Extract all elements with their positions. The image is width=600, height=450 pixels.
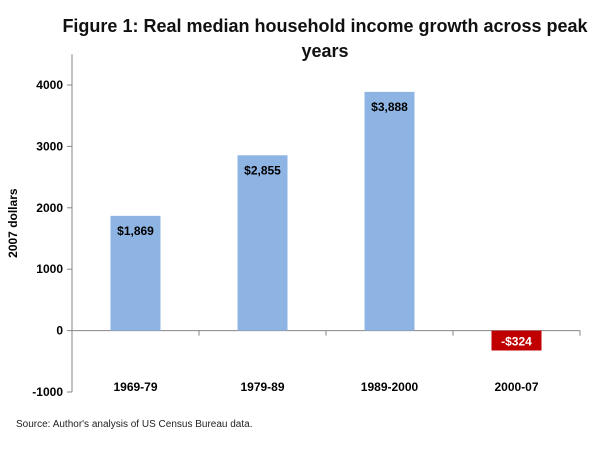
x-category-label: 2000-07 <box>494 380 538 394</box>
bar-2000-07 <box>491 330 542 351</box>
y-tick-label: 2000 <box>36 201 63 215</box>
chart-bars <box>110 91 542 351</box>
y-tick-label: 3000 <box>36 139 63 153</box>
y-tick-label: 4000 <box>36 78 63 92</box>
bar-1989-2000 <box>364 91 415 331</box>
chart-axes: -1000 0 1000 2000 3000 4000 2007 dollars <box>6 54 581 399</box>
source-note: Source: Author's analysis of US Census B… <box>16 419 253 430</box>
y-tick-label: 1000 <box>36 262 63 276</box>
chart-title: Figure 1: Real median household income g… <box>62 16 588 61</box>
data-label: $3,888 <box>371 100 408 114</box>
chart-labels: $1,869 1969-79 $2,855 1979-89 $3,888 1989-200… <box>113 100 538 394</box>
x-category-label: 1979-89 <box>240 380 284 394</box>
x-category-label: 1969-79 <box>113 380 157 394</box>
y-tick-label: 0 <box>56 324 63 338</box>
y-tick-label: -1000 <box>32 385 63 399</box>
data-label: $1,869 <box>117 224 154 238</box>
y-axis-title: 2007 dollars <box>6 188 20 258</box>
x-category-label: 1989-2000 <box>361 380 419 394</box>
data-label: $2,855 <box>244 163 281 177</box>
bar-1969-79 <box>110 215 161 331</box>
bar-1979-89 <box>237 155 288 331</box>
data-label: -$324 <box>501 335 532 349</box>
